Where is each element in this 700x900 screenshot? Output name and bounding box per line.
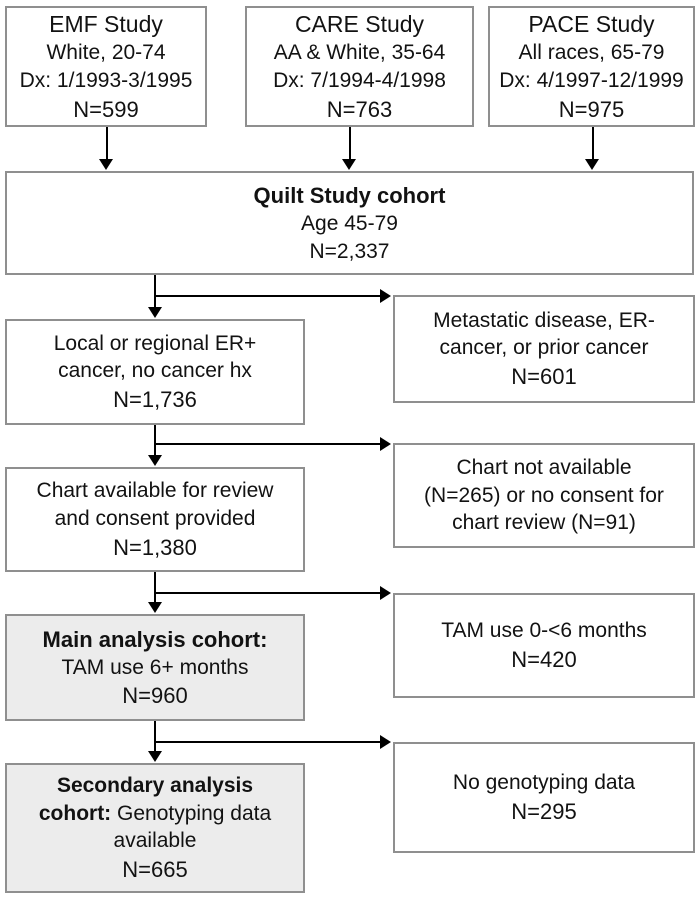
connector-line <box>154 592 380 594</box>
connector-line <box>154 721 156 752</box>
box-line: cancer, or prior cancer <box>439 336 649 360</box>
box-line: Metastatic disease, ER- <box>433 308 655 332</box>
box-line: Age 45-79 <box>301 211 398 235</box>
box-line: and consent provided <box>54 506 256 530</box>
box-line: cohort: Genotyping data <box>39 800 271 828</box>
pace-study-box: PACE Study All races, 65-79 Dx: 4/1997-1… <box>488 6 695 127</box>
box-line: Local or regional ER+ <box>53 331 257 355</box>
box-line: chart review (N=91) <box>452 511 636 535</box>
arrowhead-down-icon <box>148 751 162 762</box>
quilt-cohort-box: Quilt Study cohort Age 45-79 N=2,337 <box>5 171 694 275</box>
box-n-value: N=420 <box>511 646 577 672</box>
box-line: All races, 65-79 <box>518 41 665 65</box>
arrowhead-down-icon <box>148 455 162 466</box>
box-title: CARE Study <box>294 11 425 38</box>
metastatic-exclusion-box: Metastatic disease, ER- cancer, or prior… <box>393 295 695 403</box>
arrowhead-down-icon <box>585 159 599 170</box>
connector-line <box>154 275 156 308</box>
box-line: Secondary analysis <box>57 772 253 800</box>
emf-study-box: EMF Study White, 20-74 Dx: 1/1993-3/1995… <box>5 6 207 127</box>
box-title: PACE Study <box>528 11 655 38</box>
box-n-value: N=665 <box>122 857 188 883</box>
secondary-cohort-box: Secondary analysis cohort: Genotyping da… <box>5 763 305 893</box>
connector-line <box>154 572 156 603</box>
box-line: Dx: 7/1994-4/1998 <box>273 69 446 93</box>
connector-line <box>106 127 108 160</box>
arrowhead-right-icon <box>380 289 391 303</box>
box-n-value: N=2,337 <box>309 239 390 263</box>
box-line: Dx: 4/1997-12/1999 <box>499 69 684 93</box>
box-line: (N=265) or no consent for <box>424 483 664 507</box>
box-line: available <box>113 829 197 853</box>
box-n-value: N=975 <box>558 96 625 122</box>
arrowhead-down-icon <box>342 159 356 170</box>
genotyping-exclusion-box: No genotyping data N=295 <box>393 742 695 853</box>
box-line: Genotyping data <box>111 801 272 825</box>
connector-line <box>154 295 380 297</box>
chart-available-box: Chart available for review and consent p… <box>5 467 305 572</box>
box-line: TAM use 6+ months <box>61 655 249 679</box>
box-title: Main analysis cohort: <box>42 626 268 652</box>
box-n-value: N=601 <box>511 364 577 390</box>
box-title: cohort: <box>38 801 112 825</box>
box-n-value: N=1,736 <box>113 387 197 413</box>
box-line: Chart not available <box>456 455 632 479</box>
arrowhead-right-icon <box>380 586 391 600</box>
box-line: Chart available for review <box>36 479 274 503</box>
chart-exclusion-box: Chart not available (N=265) or no consen… <box>393 443 695 548</box>
box-n-value: N=1,380 <box>113 534 197 560</box>
box-line: No genotyping data <box>452 771 636 795</box>
box-line: AA & White, 35-64 <box>273 41 446 65</box>
care-study-box: CARE Study AA & White, 35-64 Dx: 7/1994-… <box>245 6 474 127</box>
box-line: cancer, no cancer hx <box>58 359 252 383</box>
box-n-value: N=599 <box>73 96 139 122</box>
box-line: Dx: 1/1993-3/1995 <box>19 69 193 93</box>
arrowhead-down-icon <box>148 602 162 613</box>
connector-line <box>154 741 380 743</box>
box-n-value: N=960 <box>122 683 188 709</box>
main-cohort-box: Main analysis cohort: TAM use 6+ months … <box>5 614 305 721</box>
box-line: White, 20-74 <box>46 41 166 65</box>
box-title: Secondary analysis <box>56 773 254 797</box>
arrowhead-down-icon <box>148 307 162 318</box>
box-title: Quilt Study cohort <box>253 182 446 208</box>
connector-line <box>349 127 351 160</box>
box-n-value: N=295 <box>511 798 577 824</box>
connector-line <box>592 127 594 160</box>
connector-line <box>154 425 156 456</box>
arrowhead-down-icon <box>99 159 113 170</box>
arrowhead-right-icon <box>380 735 391 749</box>
arrowhead-right-icon <box>380 437 391 451</box>
connector-line <box>154 443 380 445</box>
box-title: EMF Study <box>49 11 163 38</box>
box-line: TAM use 0-<6 months <box>441 619 647 643</box>
er-positive-box: Local or regional ER+ cancer, no cancer … <box>5 319 305 425</box>
tam-exclusion-box: TAM use 0-<6 months N=420 <box>393 593 695 698</box>
box-n-value: N=763 <box>326 96 393 122</box>
